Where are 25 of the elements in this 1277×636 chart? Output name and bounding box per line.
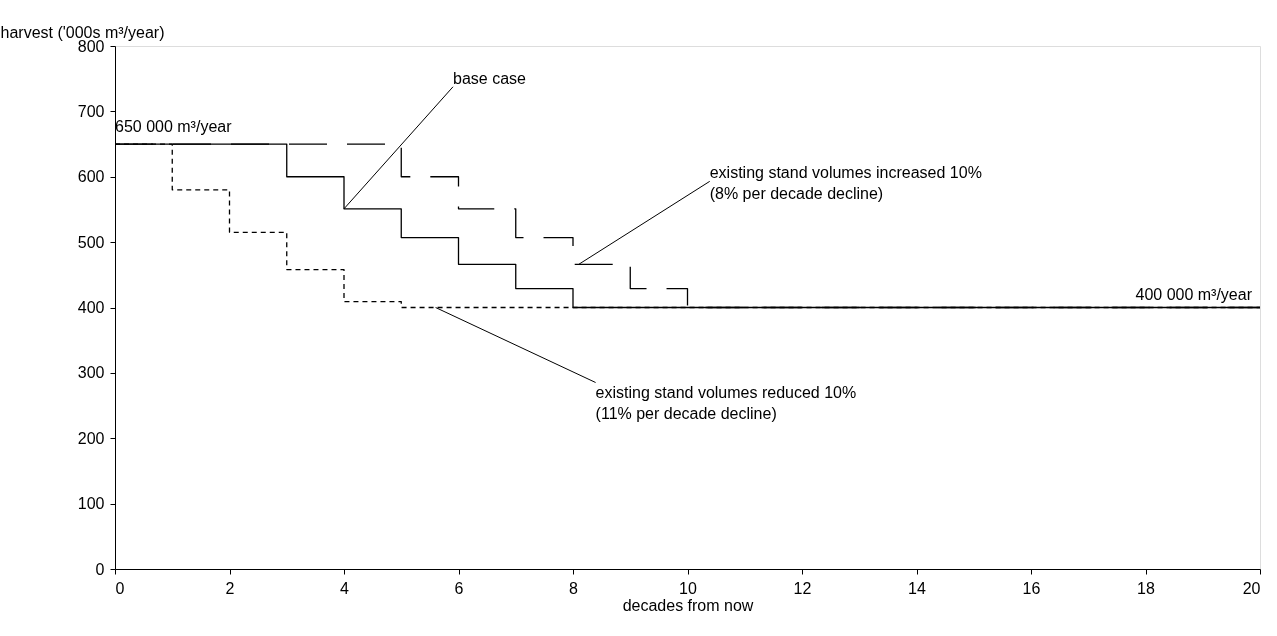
y-tick-label: 600 (77, 168, 105, 186)
annotation: existing stand volumes reduced 10% (11% per decade decline) (595, 383, 857, 422)
x-tick-label: 20 (1242, 579, 1261, 597)
y-tick-label: 700 (77, 102, 105, 120)
y-tick-label: 200 (77, 429, 105, 447)
x-tick-label: 2 (225, 579, 235, 597)
x-tick-label: 18 (1137, 579, 1155, 597)
x-tick-label: 4 (340, 579, 350, 597)
y-tick-label: 500 (77, 233, 105, 251)
annotation: 400 000 m³/year (1135, 285, 1253, 303)
x-tick-label: 8 (569, 579, 579, 597)
y-tick-label: 400 (77, 299, 105, 316)
x-tick-label: 0 (115, 579, 125, 597)
x-tick-label: 12 (793, 579, 812, 597)
y-tick-label: 100 (77, 495, 105, 513)
annotation: 650 000 m³/year (115, 118, 233, 136)
y-tick-label: 300 (77, 364, 105, 382)
y-tick-label: 0 (95, 560, 105, 578)
annotation: base case (453, 69, 527, 87)
x-tick-label: 6 (454, 579, 464, 597)
x-tick-label: 16 (1022, 579, 1041, 597)
x-tick-label: 10 (679, 579, 697, 597)
x-axis-title: decades from now (622, 596, 754, 614)
x-tick-label: 14 (908, 579, 926, 597)
annotation: existing stand volumes increased 10% (8% per decade decline) (709, 164, 982, 203)
